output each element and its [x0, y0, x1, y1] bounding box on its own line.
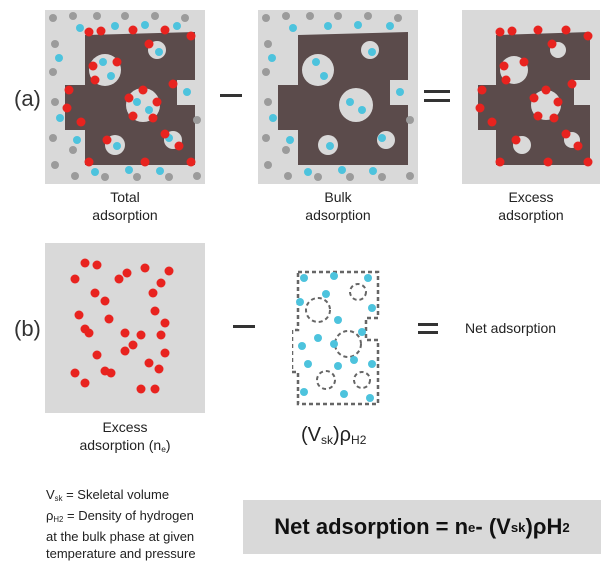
legend: Vsk = Skeletal volume ρH2 = Density of h…: [46, 486, 196, 562]
equals-sign-a-top: [424, 90, 450, 93]
formula-h2-sub: 2: [562, 519, 570, 535]
equals-sign-b-top: [418, 323, 438, 326]
excess-adsorption-illustration: [475, 25, 593, 167]
legend-v: V: [46, 487, 55, 502]
formula-prefix: Net adsorption = n: [274, 514, 469, 539]
legend-rho-sub: H2: [53, 514, 64, 524]
rho-close: )ρ: [333, 424, 352, 446]
legend-rho-text: = Density of hydrogen: [63, 507, 194, 523]
total-adsorption-panel: [45, 10, 205, 184]
excess-ne-panel: [45, 243, 205, 413]
bulk-adsorption-panel: [258, 10, 418, 184]
legend-rho-line3: temperature and pressure: [46, 545, 196, 561]
bulk-adsorption-caption: Bulk adsorption: [305, 189, 371, 223]
formula-suffix: )ρH: [525, 514, 563, 539]
vsk-sub: sk: [321, 433, 333, 447]
formula-middle: - (V: [475, 514, 511, 539]
legend-rho-line: ρH2 = Density of hydrogen: [46, 507, 196, 528]
formula-vsk-sub: sk: [510, 519, 526, 535]
vsk-rho-expression: (Vsk)ρH2: [301, 424, 366, 447]
excess-ne-illustration: [70, 258, 174, 394]
net-adsorption-label: Net adsorption: [465, 320, 557, 336]
total-adsorption-caption: Total adsorption: [92, 189, 158, 223]
legend-vsk-line: Vsk = Skeletal volume: [46, 486, 196, 507]
equals-sign-b-bottom: [418, 331, 438, 334]
ne-subscript: e: [161, 444, 166, 455]
total-adsorption-illustration: [49, 12, 201, 181]
bulk-adsorption-illustration: [262, 12, 414, 181]
legend-rho-line2: at the bulk phase at given: [46, 528, 195, 544]
minus-sign-a: [220, 94, 242, 97]
row-label-a: (a): [14, 86, 41, 111]
excess-adsorption-caption: Excess adsorption: [498, 189, 564, 223]
excess-adsorption-panel: [462, 10, 600, 184]
formula-ne-sub: e: [468, 519, 476, 535]
row-label-b: (b): [14, 316, 41, 341]
legend-vsk-text: = Skeletal volume: [62, 487, 170, 502]
excess-ne-caption: Excess adsorption (ne): [79, 419, 171, 455]
minus-sign-b: [233, 325, 255, 328]
legend-rho: ρ: [46, 507, 54, 523]
h2-sub: H2: [351, 433, 367, 447]
skeletal-volume-diagram: [292, 270, 380, 406]
legend-vsk-sub: sk: [54, 493, 63, 503]
equals-sign-a-bottom: [424, 99, 450, 102]
vsk-open: (V: [301, 424, 321, 446]
